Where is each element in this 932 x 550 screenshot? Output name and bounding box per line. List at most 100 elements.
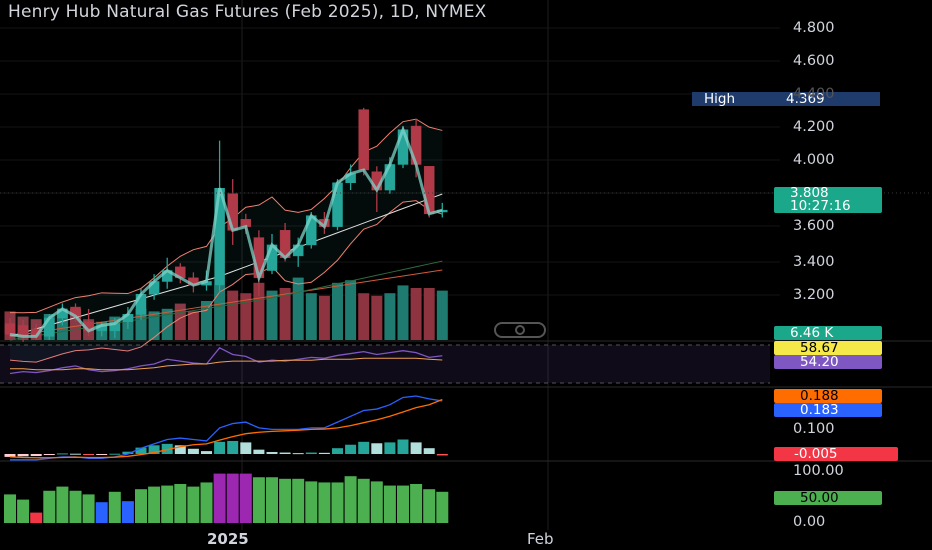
- oscillator-bar: [43, 490, 56, 523]
- oscillator-bar: [239, 473, 252, 523]
- oscillator-bar: [135, 489, 147, 523]
- macd-hist-bar: [96, 454, 108, 455]
- price-tick-label: 3.400: [793, 254, 835, 270]
- oscillator-bar: [69, 490, 82, 523]
- high-label-value: 4.369: [786, 91, 825, 107]
- osc-tick-label: 0.00: [793, 514, 826, 530]
- moving-average-white: [9, 193, 443, 337]
- volume-bar: [201, 301, 212, 340]
- volume-bar: [345, 280, 357, 340]
- candle-body: [423, 166, 435, 215]
- volume-bar: [436, 290, 448, 340]
- visibility-toggle-icon: [494, 322, 546, 338]
- macd-hist-bar: [358, 441, 370, 454]
- rsi-badge: 58.67: [774, 341, 882, 355]
- price-tick-label: 3.600: [793, 218, 835, 234]
- volume-bar: [240, 293, 252, 340]
- oscillator-bar: [161, 485, 174, 523]
- macd-hist-bar: [345, 444, 357, 454]
- bollinger-lower: [9, 200, 443, 363]
- macd-hist-bar: [201, 451, 212, 454]
- moving-average-green: [9, 260, 443, 341]
- volume-bar: [135, 308, 147, 340]
- macd-hist-bar: [305, 452, 317, 454]
- countdown-timer: 10:27:16: [790, 197, 851, 214]
- macd-hist-bar: [109, 453, 121, 455]
- macd-hist-bar: [174, 445, 186, 454]
- price-tick-label: 4.200: [793, 119, 835, 135]
- rsi-band: [0, 345, 770, 383]
- volume-bar: [56, 311, 68, 340]
- oscillator-bar: [383, 485, 396, 523]
- volume-bar: [318, 295, 330, 340]
- macd-signal-line: [9, 398, 443, 459]
- volume-bar: [371, 295, 383, 340]
- macd-hist-bar: [371, 443, 383, 454]
- oscillator-bar: [357, 478, 370, 523]
- price-tick-label: 3.200: [793, 287, 835, 303]
- oscillator-bar: [331, 482, 344, 523]
- candle-body: [358, 109, 369, 171]
- volume-bar: [187, 311, 199, 340]
- last-price-value: 3.808: [790, 185, 829, 201]
- volume-bar: [253, 282, 265, 340]
- price-tick-label: 4.800: [793, 20, 835, 36]
- bollinger-upper: [9, 118, 443, 314]
- volume-bar: [266, 290, 278, 340]
- rsi-signal-badge: 54.20: [774, 355, 882, 369]
- visibility-toggle-icon: [515, 325, 525, 335]
- volume-bar: [70, 308, 81, 340]
- macd-hist-bar: [279, 452, 291, 454]
- volume-bar: [279, 288, 291, 340]
- oscillator-bar: [266, 477, 278, 523]
- oscillator-bar: [423, 489, 436, 523]
- bollinger-band-fill: [10, 119, 443, 363]
- volume-bar: [410, 288, 422, 340]
- oscillator-bar: [200, 482, 213, 523]
- volume-bar: [332, 282, 343, 340]
- macd-hist-bar: [266, 451, 278, 454]
- oscillator-bar: [187, 486, 200, 523]
- macd-hist-bar: [70, 453, 81, 455]
- macd-hist-bar: [318, 452, 330, 454]
- macd-hist-bar: [17, 454, 29, 457]
- oscillator-bar: [17, 499, 30, 523]
- volume-bar: [423, 288, 435, 340]
- oscillator-bar: [318, 482, 331, 523]
- volume-bar: [305, 293, 317, 340]
- high-label-text: High: [704, 91, 736, 107]
- oscillator-bar: [95, 502, 108, 523]
- x-tick-2025: 2025: [207, 530, 249, 548]
- oscillator-bar: [344, 476, 357, 523]
- x-tick-feb: Feb: [527, 530, 554, 548]
- oscillator-bar: [213, 473, 226, 523]
- price-tick-label: 4.000: [793, 152, 835, 168]
- oscillator-bar: [148, 486, 161, 523]
- macd-hist-bar: [148, 445, 160, 454]
- macd-hist-bar: [30, 454, 42, 457]
- macd-hist-bar: [122, 451, 134, 454]
- close-line: [9, 125, 443, 338]
- oscillator-bar: [4, 494, 16, 523]
- macd-line-badge: 0.183: [774, 403, 882, 417]
- macd-signal-badge: 0.188: [774, 389, 882, 403]
- macd-hist-bar: [384, 442, 396, 454]
- volume-bar: [358, 293, 370, 340]
- rsi-signal-line: [10, 357, 443, 371]
- osc-tick-label: 100.00: [793, 463, 844, 479]
- oscillator-bar: [226, 473, 239, 523]
- last-price-badge: 3.808 10:27:16: [774, 187, 882, 213]
- price-tick-label: 4.600: [793, 53, 835, 69]
- macd-hist-bar: [397, 439, 409, 454]
- volume-bar: [292, 277, 304, 340]
- macd-hist-bar: [410, 442, 422, 454]
- macd-hist-bar: [135, 447, 147, 454]
- macd-hist-bar: [292, 453, 304, 455]
- oscillator-bar: [82, 494, 95, 523]
- oscillator-bar: [292, 478, 305, 523]
- volume-bar: [148, 311, 160, 340]
- volume-bar: [174, 303, 186, 340]
- high-price-label: High 4.369: [692, 92, 880, 106]
- macd-hist-bar: [214, 441, 226, 454]
